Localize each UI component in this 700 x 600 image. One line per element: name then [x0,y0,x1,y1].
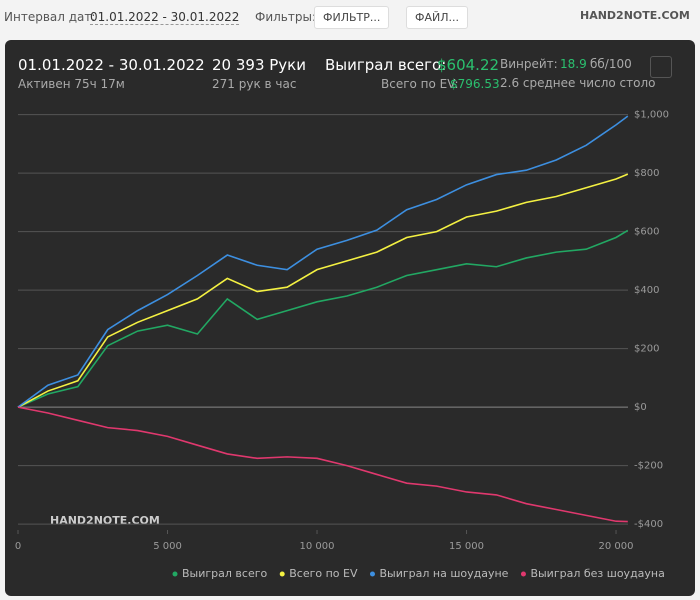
ev-label: Всего по EV: [381,77,459,91]
winrate-unit: бб/100 [590,57,632,71]
x-tick-label: 20 000 [599,541,634,552]
legend-marker [172,571,178,577]
series-line [17,229,629,408]
x-tick-label: 15 000 [449,541,484,552]
date-picker[interactable]: 01.01.2022 - 30.01.2022 [90,10,240,25]
y-tick-label: $800 [634,168,659,179]
series-line [17,115,629,408]
watermark: HAND2NOTE.COM [50,514,160,527]
summary-dates: 01.01.2022 - 30.01.2022 [18,56,205,74]
filters-label: Фильтры: [255,10,316,24]
winrate-label: Винрейт: [500,57,558,71]
series-line [17,173,629,408]
legend-label: Выиграл на шоудауне [379,567,508,580]
y-tick-label: $600 [634,227,659,238]
x-tick-label: 10 000 [300,541,335,552]
filter-button[interactable]: ФИЛЬТР... [314,6,390,29]
settings-button[interactable] [650,56,672,78]
hands: 20 393 Руки [212,56,306,74]
y-tick-label: $1,000 [634,110,669,121]
winrate-value: 18.9 [560,57,587,71]
y-tick-label: $400 [634,285,659,296]
date-label: Интервал дат: [4,10,96,24]
hands-per-hour: 271 рук в час [212,77,297,91]
x-tick-label: 5 000 [153,541,182,552]
legend-marker [520,571,526,577]
y-tick-label: $0 [634,402,647,413]
y-tick-label: -$200 [634,461,663,472]
logo: HAND2NOTE.COM [580,9,690,22]
y-tick-label: -$400 [634,519,663,530]
x-tick-label: 0 [15,541,21,552]
legend-marker [279,571,285,577]
tables: 2.6 среднее число столо [500,76,656,90]
legend-label: Выиграл без шоудауна [530,567,664,580]
won-value: $604.22 [437,56,500,74]
series-line [17,406,628,523]
legend-label: Всего по EV [289,567,358,580]
won-label: Выиграл всего: [325,56,447,74]
legend-label: Выиграл всего [182,567,267,580]
legend-marker [369,571,375,577]
file-button[interactable]: ФАЙЛ... [406,6,468,29]
active-time: Активен 75ч 17м [18,77,125,91]
y-tick-label: $200 [634,344,659,355]
ev-value: $796.53 [450,77,500,91]
panel: 01.01.2022 - 30.01.2022 Активен 75ч 17м … [5,40,695,596]
